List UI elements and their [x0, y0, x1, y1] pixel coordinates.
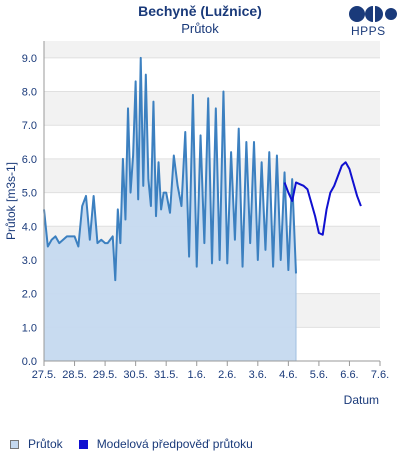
- x-axis-title: Datum: [344, 393, 379, 407]
- logo-text: HPPS: [351, 24, 386, 38]
- x-tick-label: 1.6.: [188, 369, 206, 381]
- x-tick-label: 3.6.: [249, 369, 267, 381]
- grid-band: [44, 91, 380, 126]
- x-tick-label: 29.5.: [93, 369, 117, 381]
- x-tick-label: 27.5.: [32, 369, 56, 381]
- x-tick-label: 4.6.: [279, 369, 297, 381]
- legend-label-forecast: Modelová předpověď průtoku: [96, 437, 253, 451]
- legend-swatch-observed: [10, 439, 19, 449]
- y-tick-label: 5.0: [22, 188, 37, 200]
- legend-item-observed[interactable]: Průtok: [10, 437, 63, 451]
- y-tick-label: 9.0: [22, 53, 37, 65]
- y-tick-label: 7.0: [22, 120, 37, 132]
- legend-swatch-forecast: [78, 439, 88, 449]
- x-tick-label: 5.6.: [310, 369, 328, 381]
- y-tick-label: 8.0: [22, 87, 37, 99]
- x-tick-label: 6.6.: [340, 369, 358, 381]
- y-axis-title: Průtok [m3s-1]: [4, 162, 18, 240]
- grid-band: [44, 41, 380, 58]
- x-tick-label: 2.6.: [218, 369, 236, 381]
- series-forecast-line: [283, 161, 362, 236]
- y-tick-label: 4.0: [22, 221, 37, 233]
- y-tick-label: 2.0: [22, 289, 37, 301]
- chart-subtitle: Průtok: [181, 21, 219, 36]
- hpps-logo-icon: [349, 6, 397, 22]
- series-observed-area: [44, 57, 296, 362]
- legend-label-observed: Průtok: [28, 437, 63, 451]
- x-tick-label: 31.5.: [154, 369, 178, 381]
- y-tick-label: 1.0: [22, 322, 37, 334]
- chart-title: Bechyně (Lužnice): [138, 3, 262, 19]
- grid-band: [44, 158, 380, 193]
- y-tick-label: 6.0: [22, 154, 37, 166]
- legend-item-forecast[interactable]: Modelová předpověď průtoku: [78, 437, 253, 451]
- y-tick-label: 0.0: [22, 356, 37, 368]
- series-observed-line: [43, 56, 297, 282]
- x-tick-label: 28.5.: [62, 369, 86, 381]
- x-tick-label: 7.6.: [371, 369, 389, 381]
- x-tick-label: 30.5.: [123, 369, 147, 381]
- legend: Průtok Modelová předpověď průtoku: [10, 437, 269, 451]
- y-tick-label: 3.0: [22, 255, 37, 267]
